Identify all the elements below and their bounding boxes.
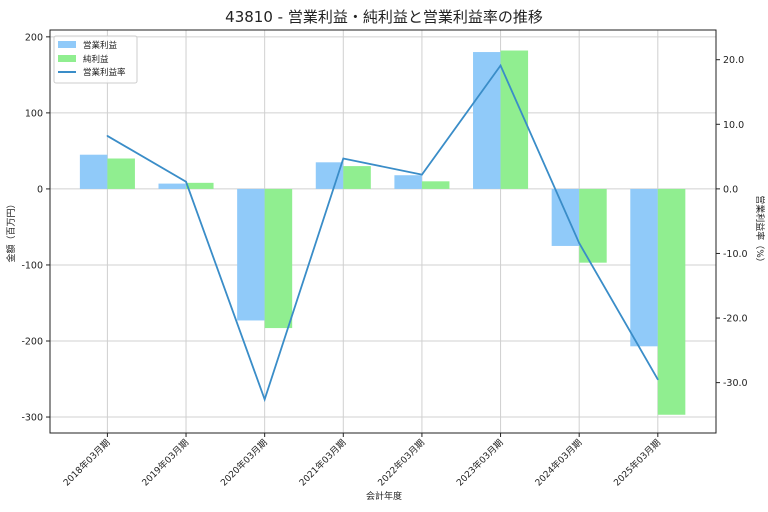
- line-point-operating-margin: [342, 157, 345, 160]
- chart-title: 43810 - 営業利益・純利益と営業利益率の推移: [225, 8, 543, 26]
- legend-label-operating-profit: 営業利益: [83, 40, 118, 51]
- bar-operating-profit: [551, 188, 580, 246]
- x-axis-label: 会計年度: [366, 490, 402, 502]
- bar-net-profit: [421, 181, 450, 189]
- y-right-tick-label: -20.0: [723, 314, 748, 325]
- line-operating-margin: [106, 63, 659, 403]
- y-tick-label: -300: [21, 413, 43, 424]
- line-point-operating-margin: [421, 173, 423, 176]
- legend-label-margin: 営業利益率: [83, 67, 126, 78]
- y-right-tick-label: 0.0: [723, 184, 738, 195]
- bar-net-profit: [500, 50, 529, 189]
- bar-net-profit: [264, 188, 293, 329]
- plot-frame: [49, 29, 717, 434]
- legend-swatch-operating-profit: [58, 41, 76, 48]
- bar-net-profit: [343, 166, 371, 189]
- bar-operating-profit: [79, 154, 108, 189]
- bar-operating-profit: [473, 52, 501, 189]
- bar-operating-profit: [630, 188, 658, 347]
- bar-operating-profit: [237, 188, 265, 321]
- line-point-operating-margin: [578, 242, 580, 244]
- x-tick-label: 2023年03月期: [454, 437, 506, 489]
- y-tick-label: -200: [21, 336, 43, 347]
- y-axis-label: 金額（百万円）: [5, 199, 17, 262]
- bar-operating-profit: [394, 175, 422, 189]
- y-tick-label: -100: [21, 260, 43, 271]
- bar-operating-profit: [158, 183, 187, 189]
- line-point-operating-margin: [499, 64, 502, 67]
- legend: 営業利益 純利益 営業利益率: [53, 35, 138, 84]
- x-tick-label: 2019年03月期: [139, 437, 191, 489]
- bar-net-profit: [657, 188, 686, 415]
- y-right-tick-label: 20.0: [723, 55, 744, 66]
- y-tick-label: 0: [37, 184, 43, 195]
- x-tick-label: 2018年03月期: [61, 437, 113, 489]
- y-axis-right-label: 営業利益率（%）: [754, 195, 766, 267]
- legend-label-net-profit: 純利益: [83, 54, 109, 65]
- line-point-operating-margin: [263, 398, 266, 401]
- y-right-tick-label: -10.0: [723, 249, 748, 260]
- y-right-tick-label: 10.0: [723, 120, 744, 131]
- x-tick-label: 2025年03月期: [611, 437, 663, 489]
- legend-swatch-net-profit: [58, 55, 76, 62]
- x-tick-label: 2024年03月期: [532, 437, 584, 489]
- line-point-operating-margin: [185, 180, 187, 183]
- bar-operating-profit: [315, 162, 344, 189]
- line-point-operating-margin: [106, 135, 109, 137]
- bar-net-profit: [107, 158, 135, 189]
- line-point-operating-margin: [657, 378, 659, 381]
- x-tick-label: 2022年03月期: [375, 437, 427, 489]
- y-tick-label: 200: [25, 32, 43, 43]
- x-tick-label: 2021年03月期: [297, 437, 349, 489]
- y-tick-label: 100: [25, 108, 43, 119]
- x-tick-label: 2020年03月期: [218, 437, 270, 489]
- y-right-tick-label: -30.0: [723, 378, 748, 389]
- bar-net-profit: [186, 182, 214, 189]
